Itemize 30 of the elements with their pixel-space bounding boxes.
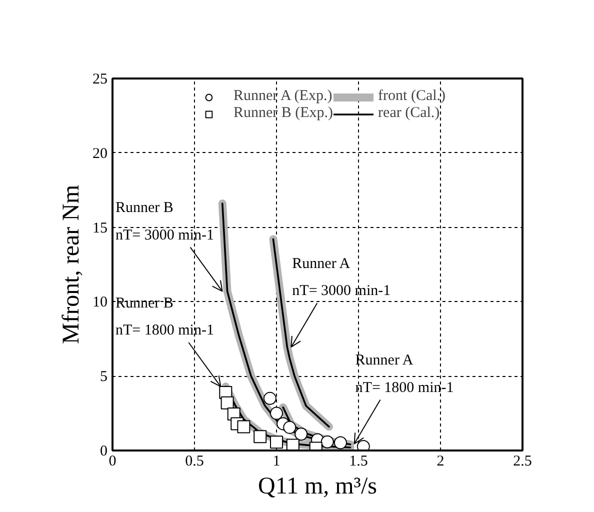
x-tick-label: 2.5 [513,454,532,470]
x-tick-label: 2 [436,454,444,470]
y-axis-title: Mfront, rear Nm [58,184,84,344]
legend-label: rear (Cal.) [378,105,440,122]
annotation: Runner B nT= 3000 min-1 [116,200,214,244]
point [237,420,250,434]
point [283,420,296,434]
point [270,406,283,420]
x-tick-label: 1 [272,454,280,470]
y-tick-label: 15 [92,220,108,236]
annotation: Runner A nT= 1800 min-1 [355,352,454,396]
x-tick-label: 1.5 [349,454,368,470]
y-tick-label: 25 [92,72,108,88]
legend-label: front (Cal.) [378,88,446,105]
point [286,438,300,450]
y-tick-label: 20 [92,146,108,162]
point [254,430,267,444]
x-tick-label: 0.5 [185,454,204,470]
point [320,435,334,448]
point [294,428,308,441]
y-tick-label: 0 [100,444,108,460]
point [220,396,234,410]
legend-label: Runner B (Exp.) [233,105,334,122]
annotation: Runner A nT= 3000 min-1 [292,256,391,300]
legend-label: Runner A (Exp.) [233,88,332,105]
point [334,436,347,450]
x-axis-title: Q11 m, m³/s [258,474,377,500]
y-tick-label: 5 [100,369,108,386]
y-tick-label: 10 [92,294,108,311]
point [270,436,283,449]
